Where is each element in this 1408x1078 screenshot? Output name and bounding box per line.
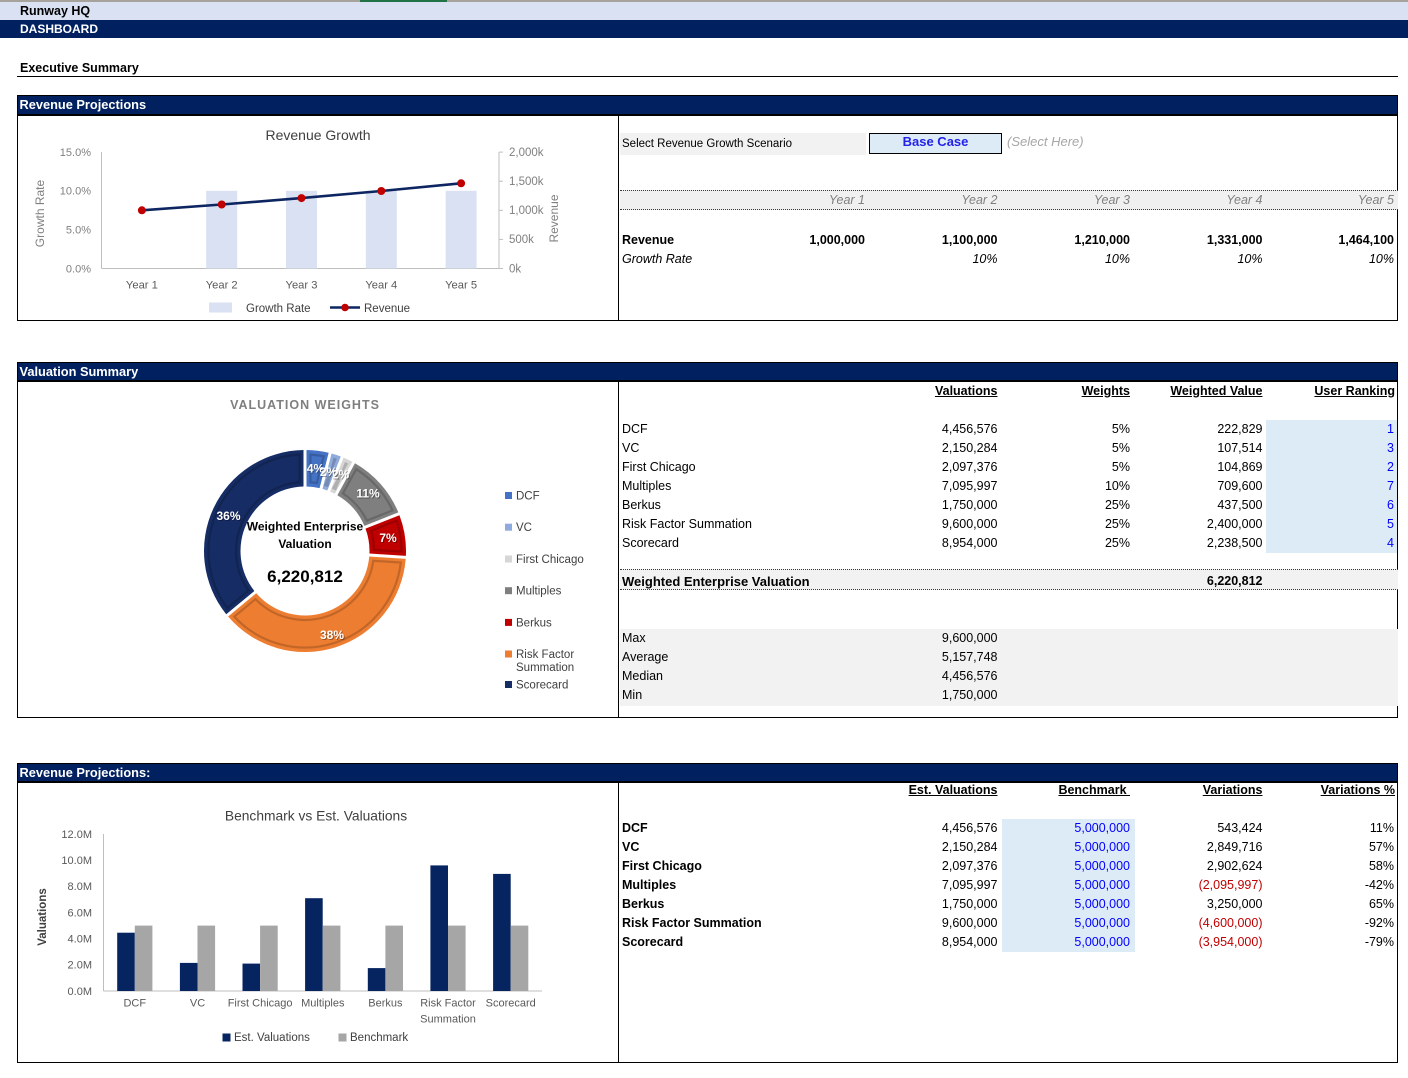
svg-text:1,000k: 1,000k bbox=[509, 205, 544, 217]
svg-text:First Chicago: First Chicago bbox=[516, 554, 584, 566]
svg-text:Est. Valuations: Est. Valuations bbox=[234, 1032, 310, 1044]
svg-text:Benchmark: Benchmark bbox=[350, 1032, 408, 1044]
svg-text:Benchmark vs Est. Valuations: Benchmark vs Est. Valuations bbox=[225, 809, 407, 824]
svg-text:11%: 11% bbox=[357, 488, 381, 502]
svg-text:Year 1: Year 1 bbox=[126, 279, 158, 291]
svg-text:2%: 2% bbox=[321, 466, 339, 480]
svg-text:15.0%: 15.0% bbox=[60, 146, 91, 158]
svg-text:7%: 7% bbox=[380, 532, 398, 546]
svg-text:36%: 36% bbox=[216, 509, 240, 523]
svg-text:5.0%: 5.0% bbox=[66, 224, 91, 236]
svg-text:Year 5: Year 5 bbox=[445, 279, 477, 291]
svg-text:Scorecard: Scorecard bbox=[486, 998, 536, 1010]
svg-text:Valuations: Valuations bbox=[37, 888, 49, 946]
svg-text:38%: 38% bbox=[321, 629, 345, 643]
svg-text:500k: 500k bbox=[509, 234, 534, 246]
svg-text:DCF: DCF bbox=[516, 491, 540, 503]
svg-text:2,000k: 2,000k bbox=[509, 146, 544, 158]
svg-text:10.0M: 10.0M bbox=[61, 855, 92, 867]
svg-text:Revenue Growth: Revenue Growth bbox=[265, 127, 370, 143]
svg-text:0.0%: 0.0% bbox=[66, 263, 91, 275]
svg-text:Growth Rate: Growth Rate bbox=[33, 179, 47, 247]
svg-text:0k: 0k bbox=[509, 263, 521, 275]
svg-text:6.0M: 6.0M bbox=[68, 907, 92, 919]
svg-text:7%: 7% bbox=[379, 531, 397, 545]
svg-text:VC: VC bbox=[516, 522, 532, 534]
svg-text:Scorecard: Scorecard bbox=[516, 680, 568, 692]
svg-text:Risk Factor: Risk Factor bbox=[516, 649, 574, 661]
svg-text:12.0M: 12.0M bbox=[61, 829, 92, 841]
svg-text:10.0%: 10.0% bbox=[60, 185, 91, 197]
svg-text:Risk Factor: Risk Factor bbox=[420, 998, 476, 1010]
svg-text:Growth Rate: Growth Rate bbox=[246, 303, 311, 315]
svg-text:1,500k: 1,500k bbox=[509, 176, 544, 188]
svg-text:6,220,812: 6,220,812 bbox=[267, 567, 343, 586]
svg-text:Revenue: Revenue bbox=[364, 303, 410, 315]
svg-text:4%: 4% bbox=[308, 463, 326, 477]
svg-text:38%: 38% bbox=[320, 628, 344, 642]
svg-text:2.0M: 2.0M bbox=[68, 960, 92, 972]
svg-text:2%: 2% bbox=[320, 465, 338, 479]
svg-text:11%: 11% bbox=[356, 487, 380, 501]
svg-text:36%: 36% bbox=[217, 510, 241, 524]
svg-text:4%: 4% bbox=[307, 461, 325, 475]
svg-text:2%: 2% bbox=[333, 469, 351, 483]
svg-text:Year 2: Year 2 bbox=[206, 279, 238, 291]
svg-text:Revenue: Revenue bbox=[547, 194, 561, 242]
svg-text:Berkus: Berkus bbox=[516, 617, 552, 629]
svg-text:Summation: Summation bbox=[420, 1013, 476, 1025]
svg-text:Summation: Summation bbox=[516, 662, 574, 674]
svg-text:VC: VC bbox=[190, 998, 205, 1010]
svg-text:VALUATION WEIGHTS: VALUATION WEIGHTS bbox=[230, 398, 380, 412]
svg-text:0.0M: 0.0M bbox=[68, 986, 92, 998]
svg-text:DCF: DCF bbox=[123, 998, 146, 1010]
svg-text:Berkus: Berkus bbox=[368, 998, 403, 1010]
svg-text:8.0M: 8.0M bbox=[68, 881, 92, 893]
svg-text:Year 3: Year 3 bbox=[286, 279, 318, 291]
svg-text:2%: 2% bbox=[332, 468, 350, 482]
svg-text:Multiples: Multiples bbox=[516, 586, 562, 598]
svg-text:4.0M: 4.0M bbox=[68, 934, 92, 946]
svg-text:Weighted Enterprise: Weighted Enterprise bbox=[247, 520, 364, 534]
svg-text:First Chicago: First Chicago bbox=[228, 998, 293, 1010]
svg-text:Multiples: Multiples bbox=[301, 998, 345, 1010]
svg-text:Valuation: Valuation bbox=[278, 537, 331, 551]
svg-text:Year 4: Year 4 bbox=[365, 279, 397, 291]
